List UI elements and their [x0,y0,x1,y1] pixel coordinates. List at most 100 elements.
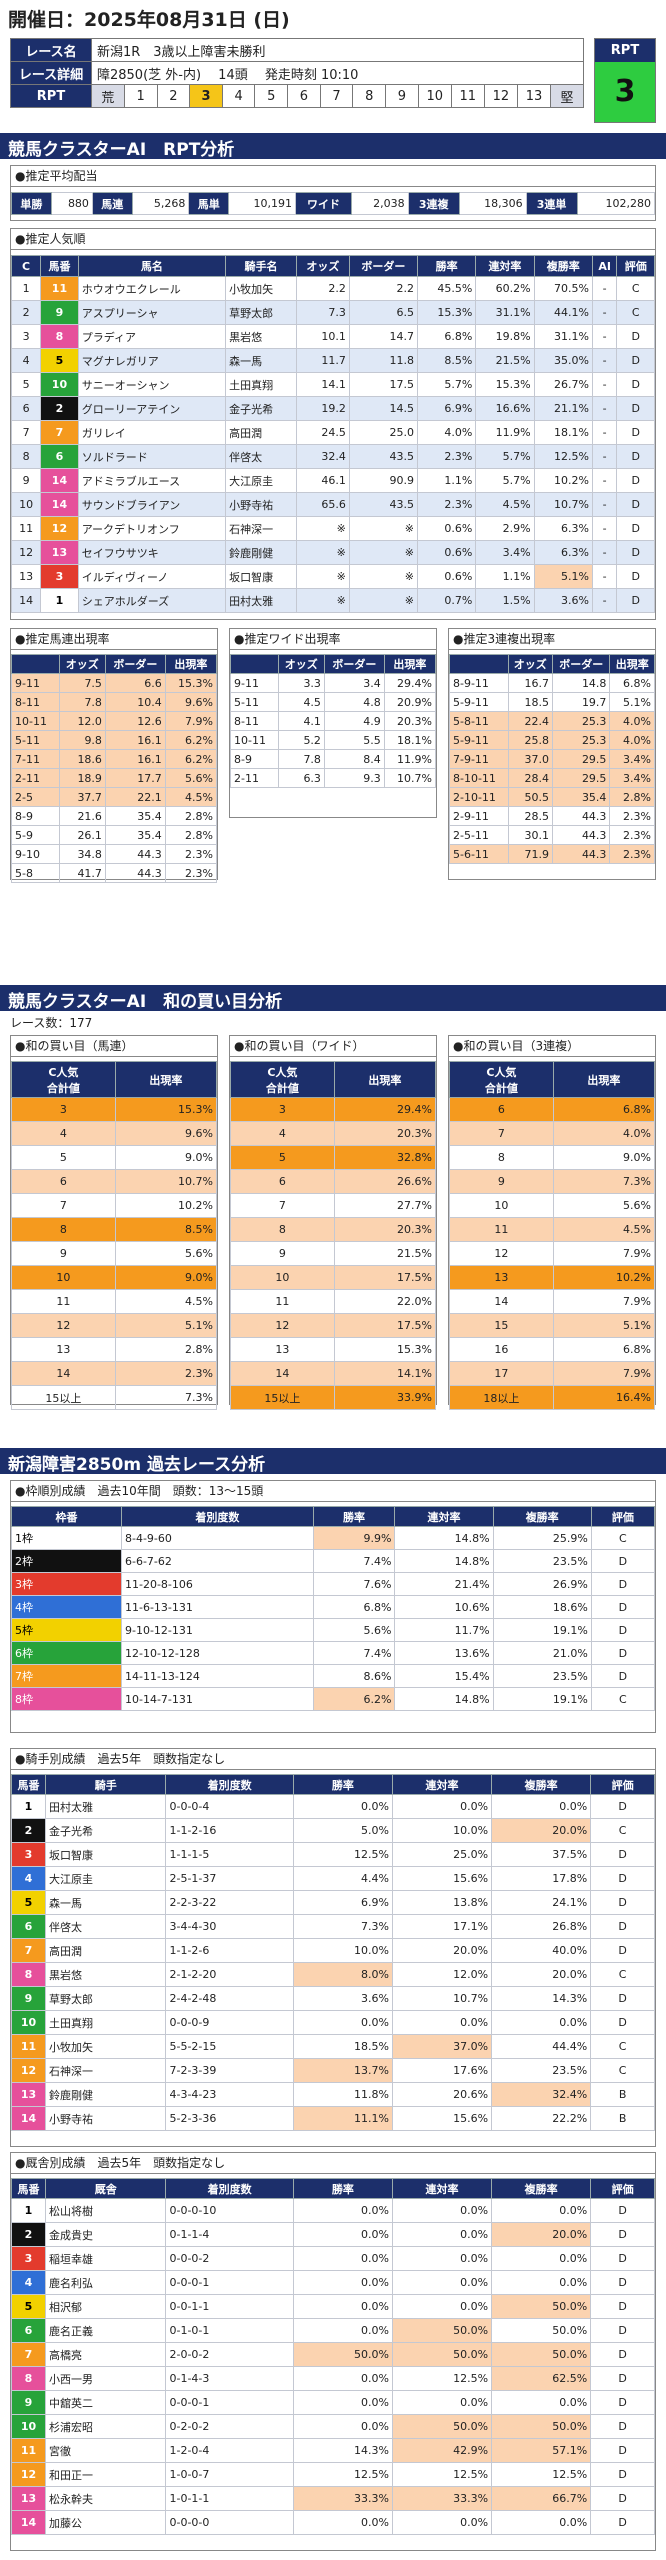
horse-row[interactable]: 12 13 セイフウサツキ 鈴鹿剛健 ※ ※ 0.6% 3.4% 6.3% - D [10,540,655,565]
pair-border: 22.1 [104,787,166,807]
horse-row[interactable]: 5 10 サニーオーシャン 土田真翔 14.1 17.5 5.7% 15.3% 26.7% - D [10,372,655,397]
sum-value: 12 [230,1313,335,1338]
pair-border: 25.3 [552,711,611,731]
rpt-cell: 2 [156,84,191,108]
sum-value: 6 [230,1169,335,1194]
trainer-win: 0.0% [292,2510,393,2535]
pair-combo: 9-10 [11,844,60,864]
jockey-header: 馬番 [11,1774,46,1795]
pair-combo: 5-9-11 [449,730,509,750]
sum-row: 14 2.3% [11,1361,218,1386]
jockey-top3: 20.0% [491,1962,592,1987]
pop-header: 勝率 [416,255,477,277]
trainer-record: 1-0-1-1 [165,2486,294,2511]
sum-rate: 5.1% [552,1313,656,1338]
trainer-row: 1 松山将樹 0-0-0-10 0.0% 0.0% 0.0% D [11,2198,655,2223]
horse-row[interactable]: 2 9 アスプリーシャ 草野太郎 7.3 6.5 15.3% 31.1% 44.1% - C [10,300,655,325]
trainer-top2: 0.0% [391,2270,493,2295]
sum-value: 15以上 [230,1385,335,1410]
jockey-top2: 20.0% [391,1938,493,1963]
jockey-name: 高田潤 [225,420,297,445]
frame-number: 2枠 [11,1549,122,1573]
horse-row[interactable]: 1 11 ホウオウエクレール 小牧加矢 2.2 2.2 45.5% 60.2% 70.5% - C [10,276,655,301]
horse-name: アドミラブルエース [77,468,227,493]
pair-border: 10.4 [104,692,166,712]
pop-rank: 13 [10,564,42,589]
frame-top2: 15.4% [394,1664,494,1688]
horse-row[interactable]: 9 14 アドミラブルエース 大江原圭 46.1 90.9 1.1% 5.7% 10.2% - D [10,468,655,493]
top2-rate: 5.7% [475,468,535,493]
jockey-row: 12 石神深一 7-2-3-39 13.7% 17.6% 23.5% C [11,2058,655,2083]
jockey-horse-number: 8 [11,1962,46,1987]
sum-value: 9 [449,1169,554,1194]
pair-header: オッズ [507,654,554,674]
trainer-name: 稲垣幸雄 [44,2246,167,2271]
payout-value: 18,306 [458,192,527,215]
sum-value: 8 [11,1217,116,1242]
pair-odds: 28.5 [507,806,554,826]
jockey-top3: 17.8% [491,1866,592,1891]
jockey-horse-number: 7 [11,1938,46,1963]
sum-rate: 26.6% [333,1169,437,1194]
frame-row: 8枠 10-14-7-131 6.2% 14.8% 19.1% C [11,1687,656,1711]
jockey-name: 大江原圭 [225,468,297,493]
jockey-win: 7.3% [292,1914,393,1939]
trainer-record: 2-0-0-2 [165,2342,294,2367]
horse-row[interactable]: 14 1 シェアホルダーズ 田村太雅 ※ ※ 0.7% 1.5% 3.6% - D [10,588,655,613]
horse-row[interactable]: 10 14 サウンドブライアン 小野寺祐 65.6 43.5 2.3% 4.5% 10.7% - D [10,492,655,517]
trainer-top3: 66.7% [491,2486,592,2511]
win-rate: 0.7% [416,588,477,613]
frame-record: 14-11-13-124 [121,1664,314,1688]
jockey-horse-number: 5 [11,1890,46,1915]
pop-rank: 14 [10,588,42,613]
top2-rate: 21.5% [475,348,535,373]
horse-row[interactable]: 11 12 アークデトリオンフ 石神深一 ※ ※ 0.6% 2.9% 6.3% - D [10,516,655,541]
pair-border: 44.3 [552,825,611,845]
pop-rank: 3 [10,324,42,349]
pair-border: 12.6 [104,711,166,731]
trainer-record: 0-0-0-1 [165,2270,294,2295]
horse-row[interactable]: 3 8 プラディア 黒岩悠 10.1 14.7 6.8% 19.8% 31.1% - D [10,324,655,349]
trainer-row: 8 小西一男 0-1-4-3 0.0% 12.5% 62.5% D [11,2366,655,2391]
jockey-record: 4-3-4-23 [165,2082,294,2107]
jockey-top3: 24.1% [491,1890,592,1915]
horse-row[interactable]: 4 5 マグナレガリア 森一馬 11.7 11.8 8.5% 21.5% 35.0% - D [10,348,655,373]
horse-row[interactable]: 6 2 グローリーアテイン 金子光希 19.2 14.5 6.9% 16.6% 21.1% - D [10,396,655,421]
pair-odds: 41.7 [58,863,106,883]
pair-combo: 5-11 [230,692,279,712]
frame-row: 5枠 9-10-12-131 5.6% 11.7% 19.1% D [11,1618,656,1642]
horse-row[interactable]: 8 6 ソルドラード 伴啓太 32.4 43.5 2.3% 5.7% 12.5% - D [10,444,655,469]
sum-value: 8 [230,1217,335,1242]
pair-rate: 2.8% [164,825,218,845]
jockey-win: 0.0% [292,2010,393,2035]
horse-number: 5 [40,348,79,373]
win-rate: 2.3% [416,492,477,517]
odds: 14.1 [296,372,350,397]
sum-rate: 4.5% [552,1217,656,1242]
date-title: 開催日：2025年08月31日 (日) [8,9,290,31]
pair-rate: 7.9% [164,711,218,731]
sum-row: 7 10.2% [11,1193,218,1218]
frame-grade: D [590,1595,656,1619]
horse-row[interactable]: 7 7 ガリレイ 高田潤 24.5 25.0 4.0% 11.9% 18.1% - D [10,420,655,445]
pair-odds: 71.9 [507,844,554,864]
frame-top2: 21.4% [394,1572,494,1596]
trainer-horse-number: 5 [11,2294,46,2319]
win-rate: 1.1% [416,468,477,493]
frame-row: 3枠 11-20-8-106 7.6% 21.4% 26.9% D [11,1572,656,1596]
jockey-grade: C [590,1962,655,1987]
sum-rate: 22.0% [333,1289,437,1314]
frame-number: 6枠 [11,1641,122,1665]
horse-row[interactable]: 13 3 イルディヴィーノ 坂口智康 ※ ※ 0.6% 1.1% 5.1% - D [10,564,655,589]
jockey-record: 0-0-0-4 [165,1794,294,1819]
sum-umaren-title: ●和の買い目（馬連） [11,1036,217,1057]
sum-rate: 14.1% [333,1361,437,1386]
trainer-grade: D [590,2270,655,2295]
pair-rate: 2.3% [609,844,655,864]
payout-value: 102,280 [576,192,656,215]
jockey-top3: 20.0% [491,1818,592,1843]
top3-rate: 18.1% [533,420,593,445]
jockey-header: 連対率 [391,1774,493,1795]
top2-rate: 19.8% [475,324,535,349]
jockey-record: 2-4-2-48 [165,1986,294,2011]
